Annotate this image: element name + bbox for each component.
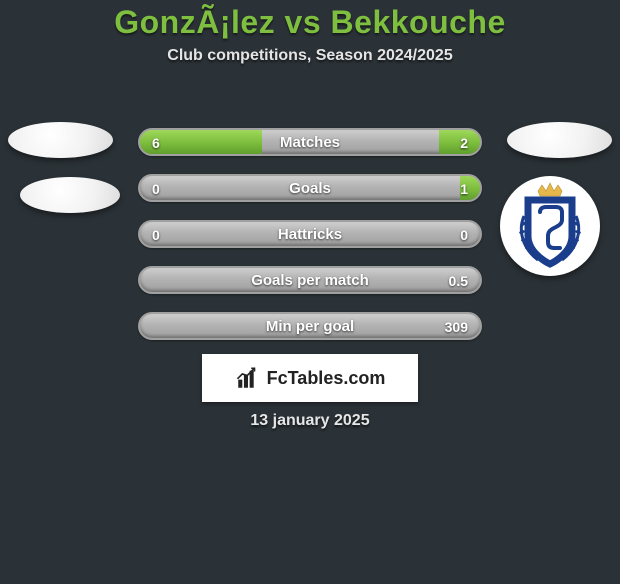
stat-value-right: 309 — [445, 314, 468, 340]
stat-row: Hattricks0 0 — [138, 220, 482, 248]
bar-chart-icon — [235, 365, 261, 391]
brand-badge[interactable]: FcTables.com — [202, 354, 418, 402]
player2-photo — [507, 122, 612, 158]
stat-value-left: 0 — [152, 176, 160, 202]
stat-bar: Goals per match0.5 — [138, 266, 482, 294]
stat-label: Matches — [140, 130, 480, 156]
page-subtitle: Club competitions, Season 2024/2025 — [0, 47, 620, 65]
stat-value-right: 0 — [460, 222, 468, 248]
player1-photo-top — [8, 122, 113, 158]
stat-value-right: 0.5 — [449, 268, 468, 294]
stat-value-left: 0 — [152, 222, 160, 248]
stat-label: Goals per match — [140, 268, 480, 294]
brand-text: FcTables.com — [267, 368, 386, 389]
stat-row: Min per goal309 — [138, 312, 482, 340]
stat-bar: Goals0 1 — [138, 174, 482, 202]
stat-bar: Hattricks0 0 — [138, 220, 482, 248]
stat-value-left: 6 — [152, 130, 160, 156]
stat-value-right: 1 — [460, 176, 468, 202]
club-crest — [500, 176, 600, 276]
stat-row: Goals per match0.5 — [138, 266, 482, 294]
stat-label: Min per goal — [140, 314, 480, 340]
player1-photo-bottom — [20, 177, 120, 213]
stat-row: Goals0 1 — [138, 174, 482, 202]
stat-bar: Min per goal309 — [138, 312, 482, 340]
generated-date: 13 january 2025 — [0, 412, 620, 430]
page-title: GonzÃ¡lez vs Bekkouche — [0, 4, 620, 41]
stat-label: Goals — [140, 176, 480, 202]
stat-value-right: 2 — [460, 130, 468, 156]
stat-row: Matches6 2 — [138, 128, 482, 156]
stat-bar: Matches6 2 — [138, 128, 482, 156]
stat-label: Hattricks — [140, 222, 480, 248]
